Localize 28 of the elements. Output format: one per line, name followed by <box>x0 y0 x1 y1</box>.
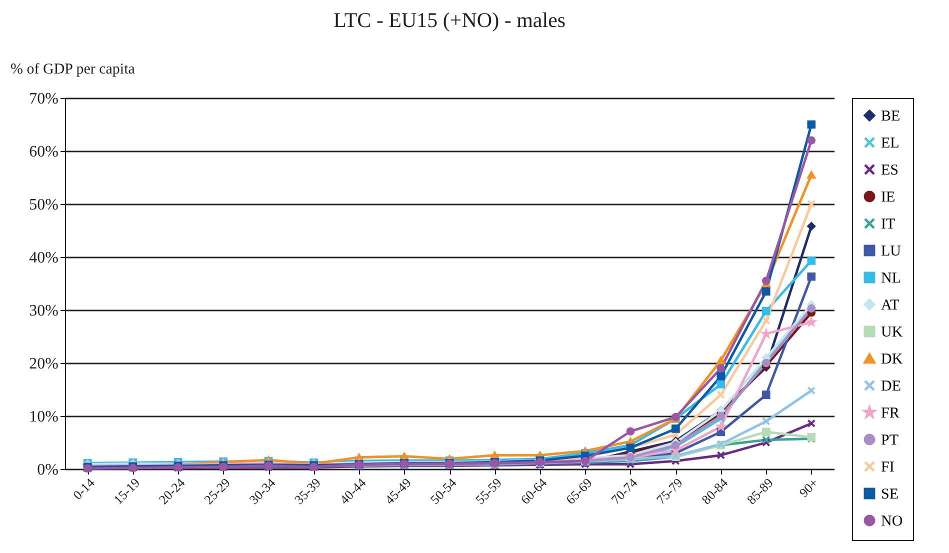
y-axis-title: % of GDP per capita <box>10 62 136 78</box>
legend-label: PT <box>881 432 899 448</box>
y-tick-label: 50% <box>29 196 58 214</box>
legend-label: AT <box>881 298 900 314</box>
legend-label: FI <box>881 460 894 476</box>
legend-label: NL <box>881 270 901 286</box>
x-tick-label: 90+ <box>796 475 822 500</box>
legend-label: UK <box>881 324 903 340</box>
legend-label: DE <box>881 378 901 394</box>
y-tick-label: 60% <box>29 144 58 160</box>
legend-label: IT <box>881 216 896 232</box>
legend-label: IE <box>881 190 896 206</box>
y-tick-label: 10% <box>29 408 58 426</box>
y-tick-label: 0% <box>37 462 58 478</box>
y-tick-label: 30% <box>29 302 58 320</box>
y-tick-label: 40% <box>29 250 58 266</box>
legend-label: DK <box>881 352 903 368</box>
legend-label: EL <box>881 136 900 152</box>
x-tick-label: 0-14 <box>70 474 98 503</box>
legend-label: LU <box>881 244 902 260</box>
legend-label: NO <box>881 514 903 530</box>
legend-label: SE <box>881 486 899 502</box>
y-tick-label: 70% <box>29 90 58 108</box>
legend-label: FR <box>881 406 900 422</box>
chart-title: LTC - EU15 (+NO) - males <box>333 8 566 32</box>
legend-label: BE <box>881 108 900 124</box>
y-tick-label: 20% <box>29 356 58 372</box>
legend-label: ES <box>881 162 899 178</box>
